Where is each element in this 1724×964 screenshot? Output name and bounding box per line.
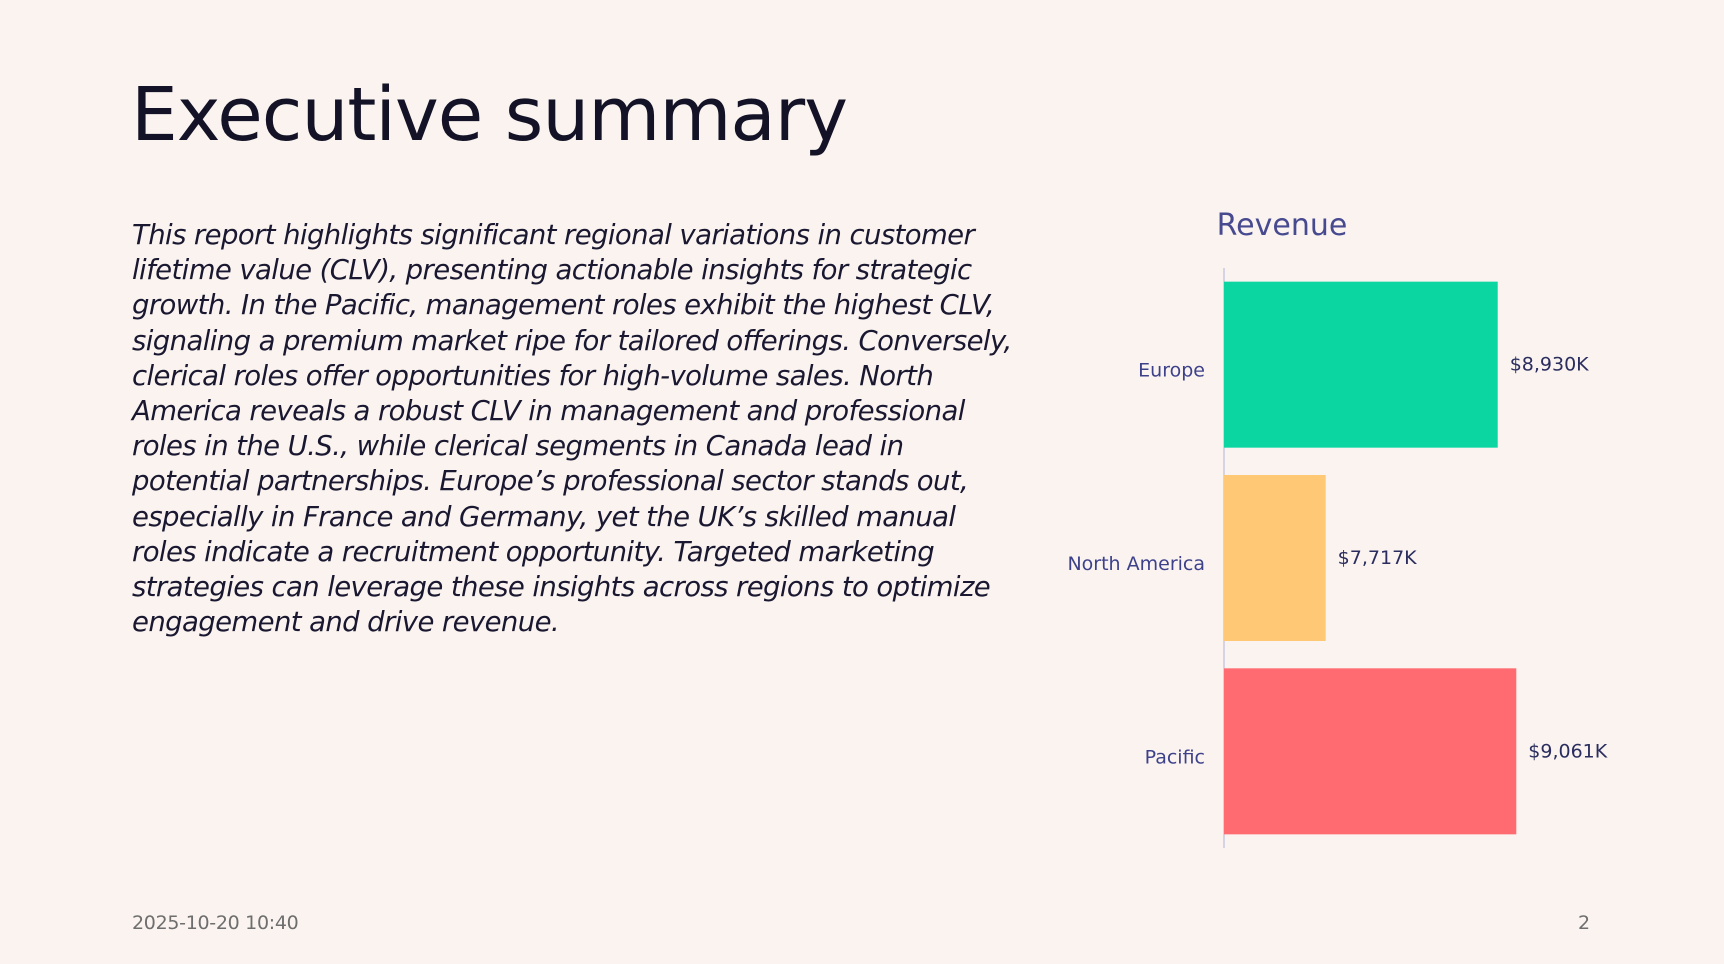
- chart-title: Revenue: [1217, 208, 1348, 243]
- revenue-chart-svg: Revenue Europe $8,930K North America $7,717…: [1067, 208, 1608, 848]
- bar-europe: [1224, 281, 1498, 448]
- bar-north-america: [1224, 475, 1326, 641]
- bar-pacific: [1224, 668, 1517, 835]
- category-label: Europe: [1138, 360, 1205, 382]
- revenue-chart: Revenue Europe $8,930K North America $7,717…: [1040, 200, 1680, 860]
- category-label: North America: [1067, 553, 1205, 575]
- value-label: $8,930K: [1510, 354, 1589, 376]
- value-label: $9,061K: [1528, 740, 1607, 762]
- footer-timestamp: 2025-10-20 10:40: [132, 912, 299, 934]
- chart-bars: Europe $8,930K North America $7,717K Pacific…: [1067, 281, 1608, 835]
- summary-paragraph: This report highlights significant regio…: [132, 219, 1012, 639]
- value-label: $7,717K: [1338, 547, 1417, 569]
- page-number: 2: [1578, 912, 1591, 934]
- slide-title: Executive summary: [131, 72, 848, 158]
- category-label: Pacific: [1145, 746, 1205, 768]
